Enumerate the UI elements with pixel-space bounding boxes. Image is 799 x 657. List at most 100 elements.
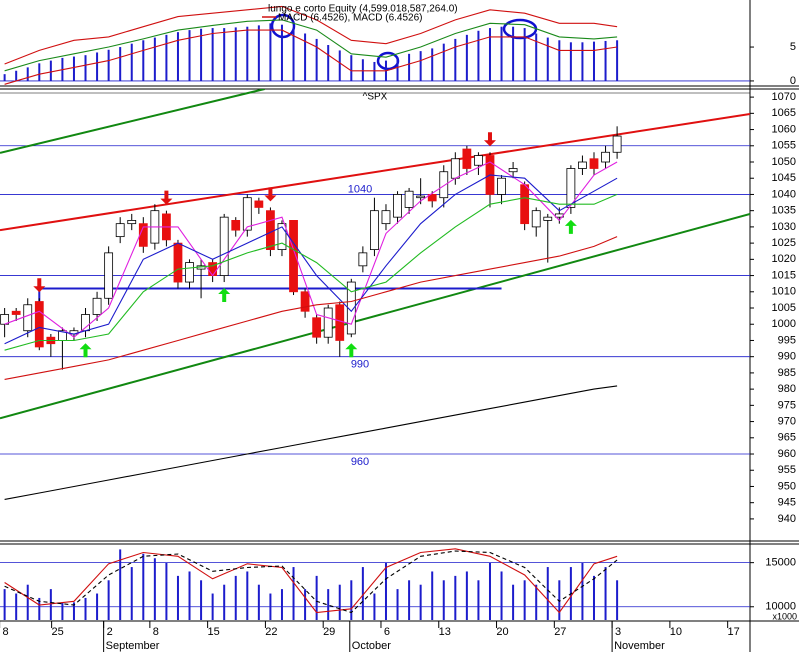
buy-arrow — [564, 219, 577, 234]
candle-body — [416, 195, 426, 199]
y-tick-label: 1065 — [772, 107, 796, 119]
buy-arrow — [218, 288, 231, 303]
bar — [408, 53, 411, 81]
x-tick-label: 17 — [728, 626, 740, 638]
candle-body — [266, 210, 275, 251]
bar — [350, 580, 353, 620]
bar — [188, 571, 191, 620]
bar — [546, 37, 549, 81]
bar — [454, 38, 457, 81]
candle-body — [439, 171, 449, 199]
bar — [384, 562, 387, 620]
x-tick-label: 3 — [615, 626, 621, 638]
bar — [153, 37, 156, 81]
candle-body — [300, 291, 310, 312]
y-tick-label: 970 — [778, 415, 796, 427]
bar — [512, 26, 515, 81]
y-tick-label: 940 — [778, 513, 796, 525]
bar — [292, 28, 295, 81]
trend-line — [0, 89, 265, 154]
y-tick-label: 1050 — [772, 156, 796, 168]
trend-line — [0, 112, 750, 232]
line — [4, 161, 618, 338]
bar — [350, 55, 353, 81]
bar — [465, 34, 468, 81]
x-tick-label: 10 — [670, 626, 682, 638]
chart-subtitle: MACD (6.4526), MACD (6.4526) — [278, 13, 423, 24]
line — [4, 174, 618, 345]
bar — [280, 589, 283, 620]
bar — [512, 584, 515, 620]
y-tick-label: 10000 — [765, 601, 796, 613]
bar — [327, 45, 330, 81]
y-tick-label: 995 — [778, 334, 796, 346]
candle-body — [34, 301, 44, 348]
candle-body — [289, 220, 298, 293]
y-tick-label: 1005 — [772, 302, 796, 314]
bar — [465, 571, 468, 620]
bar — [234, 27, 237, 81]
bar — [581, 42, 584, 81]
y-tick-label: 1035 — [772, 205, 796, 217]
bar — [211, 593, 214, 620]
y-tick-label: 1025 — [772, 237, 796, 249]
panel — [0, 548, 750, 620]
y-tick-label: 15000 — [765, 557, 796, 569]
bar — [130, 567, 133, 620]
candle-body — [219, 216, 229, 276]
bar — [500, 571, 503, 620]
bar — [223, 584, 226, 620]
month-label: November — [614, 640, 665, 652]
candle-body — [173, 242, 183, 283]
bar — [84, 597, 87, 620]
candle-body — [566, 168, 576, 208]
bar — [408, 580, 411, 620]
y-tick-label: 1000 — [772, 318, 796, 330]
candle-body — [185, 262, 194, 283]
x-tick-label: 27 — [554, 626, 566, 638]
y-tick-label: 985 — [778, 367, 796, 379]
y-tick-label: 1020 — [772, 253, 796, 265]
bar — [338, 50, 341, 81]
bar — [523, 580, 526, 620]
bar — [211, 28, 214, 81]
candle-body — [578, 161, 587, 169]
bar — [130, 43, 133, 81]
bar — [454, 575, 457, 620]
highlight-circle — [270, 13, 296, 39]
bar — [223, 28, 226, 81]
candle-body — [312, 317, 322, 338]
line — [4, 5, 618, 65]
bar — [616, 580, 619, 620]
bar — [269, 23, 272, 81]
x-tick-label: 13 — [439, 626, 451, 638]
x-tick-label: 22 — [265, 626, 277, 638]
sell-arrow — [483, 132, 496, 147]
bar — [38, 63, 41, 81]
bar — [84, 55, 87, 81]
bar — [304, 33, 307, 81]
bar — [535, 33, 538, 81]
bar — [477, 580, 480, 620]
candle-body — [462, 148, 472, 169]
bar — [257, 25, 260, 81]
panel — [0, 5, 750, 85]
candle-body — [92, 297, 102, 315]
bar — [72, 56, 75, 81]
bar — [234, 575, 237, 620]
bar — [396, 589, 399, 620]
bar — [26, 584, 29, 620]
bar — [119, 549, 122, 620]
bar — [442, 580, 445, 620]
bar — [61, 602, 64, 620]
candle-body — [531, 210, 541, 228]
y-tick-label: 955 — [778, 464, 796, 476]
bar — [49, 60, 52, 81]
sell-arrow — [33, 278, 46, 293]
bar — [176, 575, 179, 620]
bar — [165, 562, 168, 620]
candle-body — [370, 210, 379, 251]
bar — [269, 593, 272, 620]
bar — [546, 567, 549, 620]
x-tick-label: 8 — [153, 626, 159, 638]
